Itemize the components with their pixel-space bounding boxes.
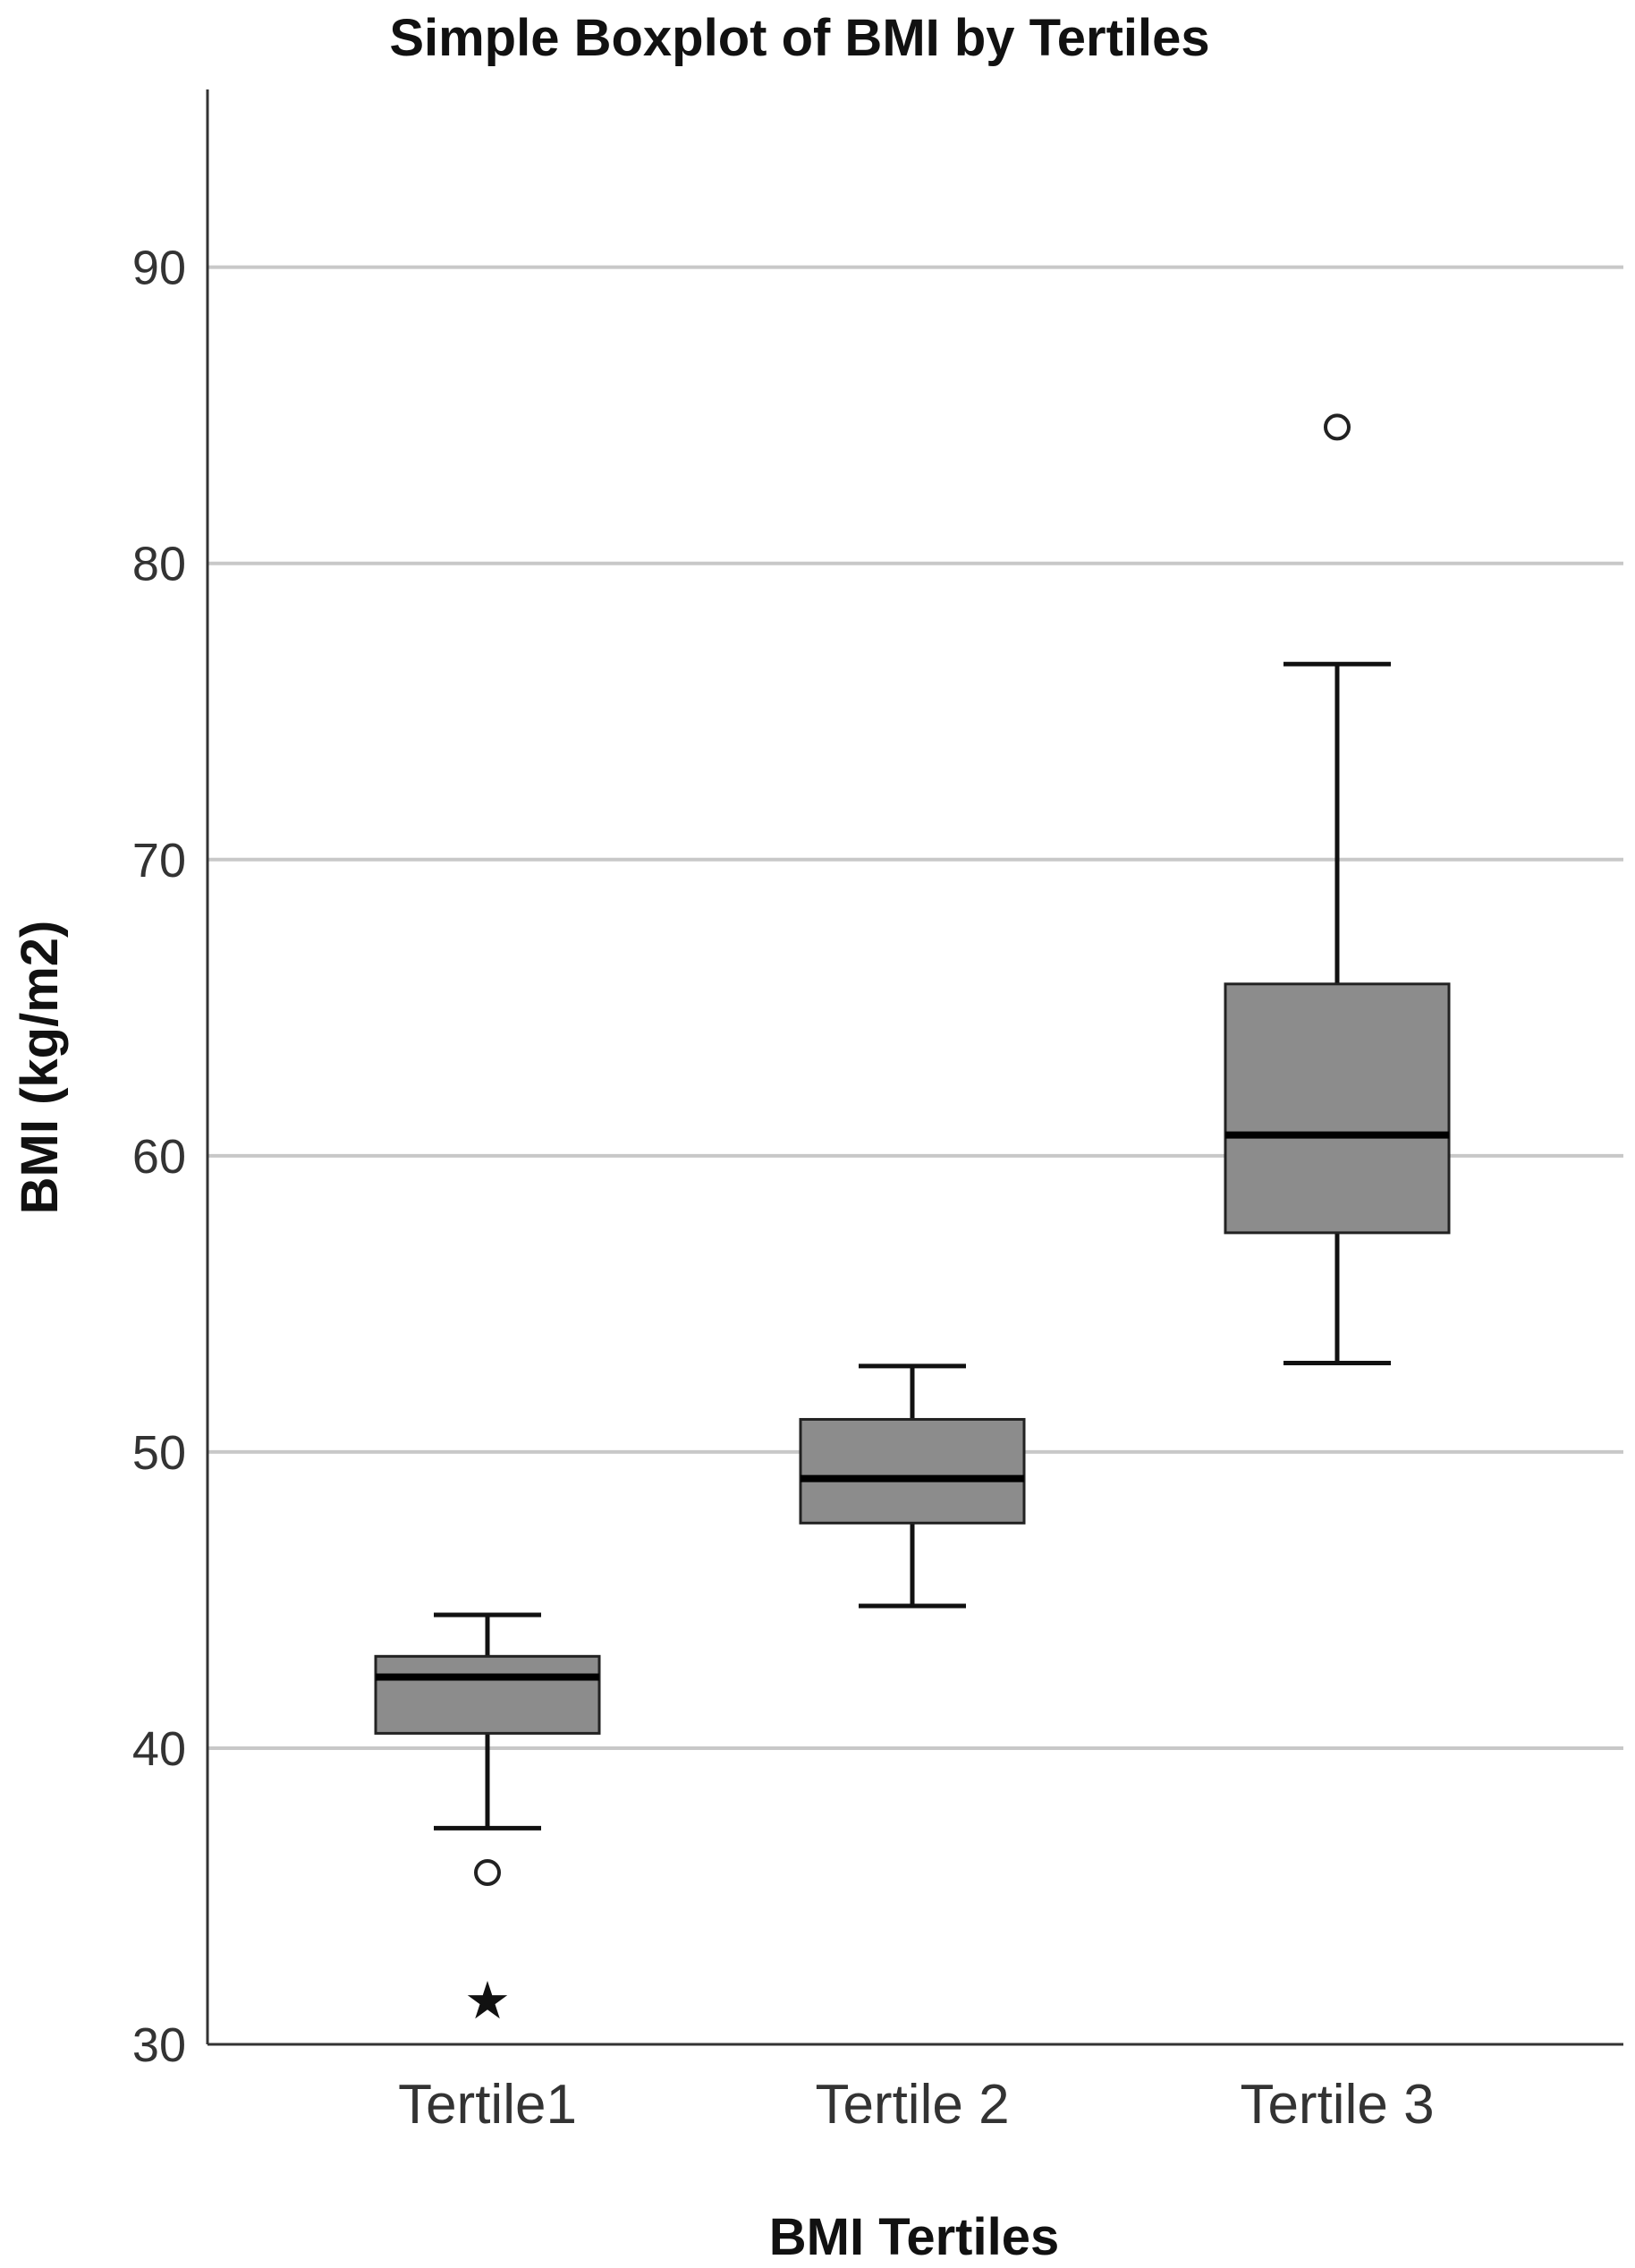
boxes: ★ xyxy=(374,413,1451,2031)
box xyxy=(1224,982,1451,1235)
y-tick-label: 80 xyxy=(132,538,186,591)
x-tick-label: Tertile 3 xyxy=(1240,2074,1434,2136)
y-tick-labels: 30 40 50 60 70 80 90 xyxy=(132,242,186,2072)
box-group: ★ xyxy=(374,1612,601,2031)
extreme-point: ★ xyxy=(464,1970,511,2031)
y-tick-label: 40 xyxy=(132,1722,186,1776)
gridlines xyxy=(208,265,1623,1750)
box-group xyxy=(1224,413,1451,1366)
chart-title: Simple Boxplot of BMI by Tertiles xyxy=(389,9,1209,67)
outlier-point xyxy=(474,1858,501,1886)
x-axis-label: BMI Tertiles xyxy=(769,2208,1059,2266)
box xyxy=(799,1417,1026,1525)
outlier-point xyxy=(1324,413,1351,441)
x-tick-label: Tertile1 xyxy=(398,2074,577,2136)
box-group xyxy=(799,1363,1026,1609)
y-tick-label: 50 xyxy=(132,1426,186,1480)
y-tick-label: 90 xyxy=(132,242,186,295)
y-axis-label: BMI (kg/m2) xyxy=(11,921,69,1215)
y-tick-label: 70 xyxy=(132,834,186,888)
x-category-labels: Tertile1 Tertile 2 Tertile 3 xyxy=(398,2074,1434,2136)
x-tick-label: Tertile 2 xyxy=(815,2074,1009,2136)
box xyxy=(374,1654,601,1735)
y-tick-label: 60 xyxy=(132,1130,186,1184)
y-tick-label: 30 xyxy=(132,2018,186,2072)
